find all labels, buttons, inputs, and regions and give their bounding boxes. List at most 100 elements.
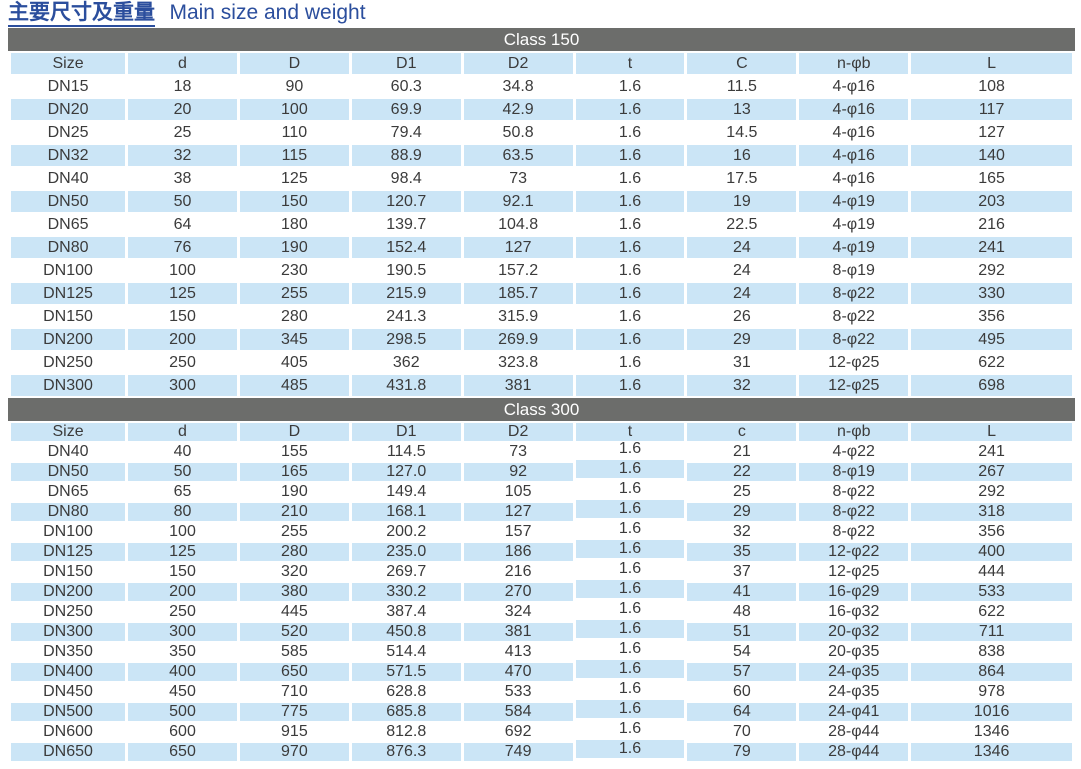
table-row: DN500 500 775 685.8 584 1.6 64 24-φ41 1016 xyxy=(11,700,1072,721)
cell: 533 xyxy=(911,583,1072,601)
table-row: DN40 38 125 98.4 73 1.6 17.5 4-φ16 165 xyxy=(11,168,1072,189)
cell: 20 xyxy=(128,99,237,120)
cell: 16-φ29 xyxy=(799,583,909,601)
cell: 628.8 xyxy=(386,683,427,700)
cell: DN300 xyxy=(11,375,126,396)
cell: 1346 xyxy=(911,743,1072,761)
cell: 1.6 xyxy=(618,560,642,577)
cell: 1.6 xyxy=(575,620,685,638)
cell: 24 xyxy=(687,283,797,304)
cell: 4-φ16 xyxy=(832,124,875,141)
cell: 241 xyxy=(911,237,1072,258)
cell: 280 xyxy=(281,308,308,325)
cell: 51 xyxy=(687,623,797,641)
cell: DN450 xyxy=(43,683,93,700)
column-header: L xyxy=(911,53,1072,74)
cell: 1.6 xyxy=(575,237,685,258)
cell: 1.6 xyxy=(618,680,642,697)
cell: 18 xyxy=(173,78,192,95)
cell: DN150 xyxy=(43,308,93,325)
column-header: D xyxy=(239,423,349,441)
cell: 4-φ19 xyxy=(832,216,875,233)
cell: 8-φ22 xyxy=(799,283,909,304)
cell: 210 xyxy=(239,503,349,521)
cell: DN300 xyxy=(11,623,126,641)
cell: 381 xyxy=(463,375,573,396)
cell: 41 xyxy=(687,583,797,601)
cell: 63.5 xyxy=(463,145,573,166)
column-header: D xyxy=(239,53,349,74)
cell: 1.6 xyxy=(575,329,685,350)
cell: 413 xyxy=(504,643,532,660)
column-header: D2 xyxy=(463,53,573,74)
table-row: DN100 100 255 200.2 157 1.6 32 8-φ22 356 xyxy=(11,520,1072,541)
cell: 29 xyxy=(687,329,797,350)
cell: 450.8 xyxy=(351,623,461,641)
cell: 8-φ22 xyxy=(832,483,875,500)
cell: 125 xyxy=(281,170,308,187)
cell: DN350 xyxy=(43,643,93,660)
table-row: DN15 18 90 60.3 34.8 1.6 11.5 4-φ16 108 xyxy=(11,76,1072,97)
cell: 25 xyxy=(173,124,192,141)
table-row: DN200 200 380 330.2 270 1.6 41 16-φ29 533 xyxy=(11,580,1072,601)
cell: 1.6 xyxy=(618,600,642,617)
cell: 203 xyxy=(911,191,1072,212)
cell: 1.6 xyxy=(575,375,685,396)
cell: 73 xyxy=(509,170,528,187)
cell: 350 xyxy=(169,643,196,660)
cell: 48 xyxy=(732,603,751,620)
cell: 356 xyxy=(978,523,1005,540)
cell: 692 xyxy=(504,723,532,740)
cell: 400 xyxy=(911,543,1072,561)
table-row: DN250 250 405 362 323.8 1.6 31 12-φ25 622 xyxy=(11,352,1072,373)
cell: 25 xyxy=(732,483,751,500)
cell: 8-φ19 xyxy=(832,262,875,279)
cell: 190 xyxy=(239,237,349,258)
cell: 8-φ22 xyxy=(832,523,875,540)
cell: 157.2 xyxy=(498,262,539,279)
page-title-chinese: 主要尺寸及重量 xyxy=(8,2,155,27)
cell: DN25 xyxy=(47,124,89,141)
cell: 812.8 xyxy=(386,723,427,740)
cell: 11.5 xyxy=(726,78,757,95)
cell: 1.6 xyxy=(618,354,642,371)
cell: 35 xyxy=(687,543,797,561)
table-row: DN150 150 320 269.7 216 1.6 37 12-φ25 444 xyxy=(11,560,1072,581)
cell: 4-φ22 xyxy=(832,443,875,460)
column-header: Size xyxy=(11,423,126,441)
cell: DN40 xyxy=(47,443,89,460)
cell: 323.8 xyxy=(498,354,539,371)
cell: 241.3 xyxy=(386,308,427,325)
cell: 1.6 xyxy=(618,480,642,497)
cell: 150 xyxy=(169,308,196,325)
cell: 1346 xyxy=(973,723,1010,740)
cell: 24-φ35 xyxy=(799,663,909,681)
cell: 120.7 xyxy=(351,191,461,212)
cell: 235.0 xyxy=(351,543,461,561)
cell: 32 xyxy=(128,145,237,166)
table-row: DN125 125 255 215.9 185.7 1.6 24 8-φ22 330 xyxy=(11,283,1072,304)
table-row: DN450 450 710 628.8 533 1.6 60 24-φ35 978 xyxy=(11,680,1072,701)
cell: 70 xyxy=(732,723,751,740)
table-row: DN20 20 100 69.9 42.9 1.6 13 4-φ16 117 xyxy=(11,99,1072,120)
cell: 12-φ25 xyxy=(799,375,909,396)
cell: 1.6 xyxy=(618,640,642,657)
cell: 12-φ25 xyxy=(828,563,880,580)
cell: 280 xyxy=(239,543,349,561)
column-header: n-φb xyxy=(799,423,909,441)
cell: 54 xyxy=(732,643,751,660)
cell: DN650 xyxy=(11,743,126,761)
cell: 315.9 xyxy=(498,308,539,325)
cell: 1.6 xyxy=(618,170,642,187)
cell: 19 xyxy=(687,191,797,212)
cell: 28-φ44 xyxy=(828,723,880,740)
cell: 24-φ41 xyxy=(799,703,909,721)
cell: 12-φ22 xyxy=(799,543,909,561)
cell: 1.6 xyxy=(575,580,685,598)
cell: DN40 xyxy=(47,170,89,187)
table-row: DN300 300 485 431.8 381 1.6 32 12-φ25 698 xyxy=(11,375,1072,396)
cell: 190.5 xyxy=(386,262,427,279)
cell: 650 xyxy=(239,663,349,681)
cell: 1.6 xyxy=(575,740,685,758)
cell: 110 xyxy=(281,124,308,141)
